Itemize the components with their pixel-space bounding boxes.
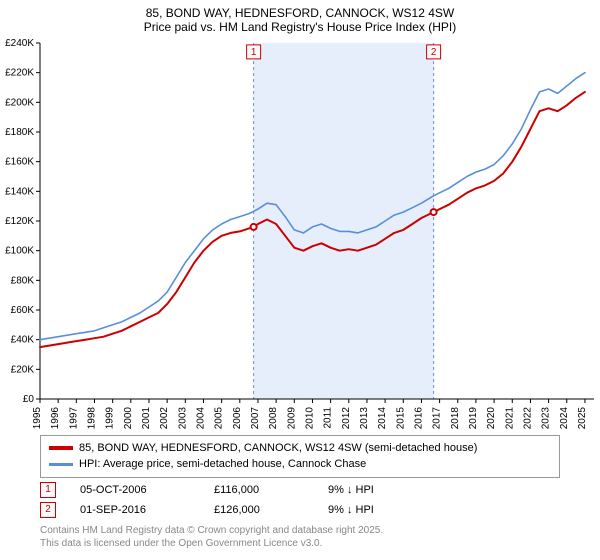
svg-text:2013: 2013 <box>359 406 370 428</box>
svg-text:£80K: £80K <box>11 275 35 286</box>
svg-text:2003: 2003 <box>177 406 188 428</box>
sale-price: £116,000 <box>214 484 304 496</box>
legend-label: 85, BOND WAY, HEDNESFORD, CANNOCK, WS12 … <box>79 440 477 457</box>
svg-text:1999: 1999 <box>105 406 116 428</box>
svg-text:£100K: £100K <box>5 245 34 256</box>
svg-text:£40K: £40K <box>11 334 35 345</box>
svg-text:2004: 2004 <box>195 406 206 428</box>
sale-records: 1 05-OCT-2006 £116,000 9% ↓ HPI 2 01-SEP-2016… <box>40 482 560 518</box>
svg-text:2018: 2018 <box>450 406 461 428</box>
svg-text:2023: 2023 <box>541 406 552 428</box>
svg-text:2007: 2007 <box>250 406 261 428</box>
sale-date: 05-OCT-2006 <box>80 484 190 496</box>
svg-text:2001: 2001 <box>141 406 152 428</box>
footer-line2: This data is licensed under the Open Gov… <box>40 537 560 550</box>
sale-marker-icon: 2 <box>40 502 56 518</box>
svg-text:1995: 1995 <box>32 406 43 428</box>
svg-text:2021: 2021 <box>504 406 515 428</box>
title-block: 85, BOND WAY, HEDNESFORD, CANNOCK, WS12 … <box>0 0 600 35</box>
svg-text:2010: 2010 <box>304 406 315 428</box>
svg-text:1998: 1998 <box>86 406 97 428</box>
legend: 85, BOND WAY, HEDNESFORD, CANNOCK, WS12 … <box>40 435 560 478</box>
svg-text:1996: 1996 <box>50 406 61 428</box>
svg-text:£240K: £240K <box>5 39 34 49</box>
svg-text:2019: 2019 <box>468 406 479 428</box>
sale-price: £126,000 <box>214 504 304 516</box>
svg-text:£60K: £60K <box>11 305 35 316</box>
title-line1: 85, BOND WAY, HEDNESFORD, CANNOCK, WS12 … <box>0 6 600 20</box>
svg-text:2009: 2009 <box>286 406 297 428</box>
svg-text:2005: 2005 <box>214 406 225 428</box>
svg-text:2016: 2016 <box>413 406 424 428</box>
footer: Contains HM Land Registry data © Crown c… <box>40 524 560 550</box>
svg-text:2022: 2022 <box>522 406 533 428</box>
legend-swatch <box>49 463 73 466</box>
svg-text:2002: 2002 <box>159 406 170 428</box>
svg-text:£120K: £120K <box>5 216 34 227</box>
svg-text:£140K: £140K <box>5 186 34 197</box>
svg-text:2017: 2017 <box>432 406 443 428</box>
svg-text:£220K: £220K <box>5 67 34 78</box>
legend-item: 85, BOND WAY, HEDNESFORD, CANNOCK, WS12 … <box>49 440 551 457</box>
title-line2: Price paid vs. HM Land Registry's House … <box>0 20 600 34</box>
legend-swatch <box>49 446 73 450</box>
sale-row: 2 01-SEP-2016 £126,000 9% ↓ HPI <box>40 502 560 518</box>
chart-area: £0 £20K £40K £60K £80K £100K £120K £140K £160K £1… <box>0 39 600 429</box>
svg-text:£0: £0 <box>23 394 35 405</box>
svg-text:£180K: £180K <box>5 127 34 138</box>
svg-text:2012: 2012 <box>341 406 352 428</box>
sale-date: 01-SEP-2016 <box>80 504 190 516</box>
svg-text:2008: 2008 <box>268 406 279 428</box>
svg-text:1: 1 <box>251 47 257 58</box>
svg-text:2025: 2025 <box>577 406 588 428</box>
svg-text:2: 2 <box>431 47 437 58</box>
chart-container: 85, BOND WAY, HEDNESFORD, CANNOCK, WS12 … <box>0 0 600 560</box>
legend-label: HPI: Average price, semi-detached house,… <box>79 456 366 473</box>
svg-text:2014: 2014 <box>377 406 388 428</box>
svg-text:2000: 2000 <box>123 406 134 428</box>
svg-text:2020: 2020 <box>486 406 497 428</box>
svg-text:£20K: £20K <box>11 364 35 375</box>
legend-item: HPI: Average price, semi-detached house,… <box>49 456 551 473</box>
svg-text:2006: 2006 <box>232 406 243 428</box>
svg-text:1997: 1997 <box>68 406 79 428</box>
svg-text:2015: 2015 <box>395 406 406 428</box>
sale-delta: 9% ↓ HPI <box>328 504 374 516</box>
svg-text:2024: 2024 <box>559 406 570 428</box>
line-chart: £0 £20K £40K £60K £80K £100K £120K £140K £160K £1… <box>0 39 600 429</box>
svg-text:2011: 2011 <box>323 406 334 428</box>
sale-delta: 9% ↓ HPI <box>328 484 374 496</box>
footer-line1: Contains HM Land Registry data © Crown c… <box>40 524 560 537</box>
svg-text:£200K: £200K <box>5 97 34 108</box>
sale-marker-icon: 1 <box>40 482 56 498</box>
svg-text:£160K: £160K <box>5 156 34 167</box>
sale-row: 1 05-OCT-2006 £116,000 9% ↓ HPI <box>40 482 560 498</box>
